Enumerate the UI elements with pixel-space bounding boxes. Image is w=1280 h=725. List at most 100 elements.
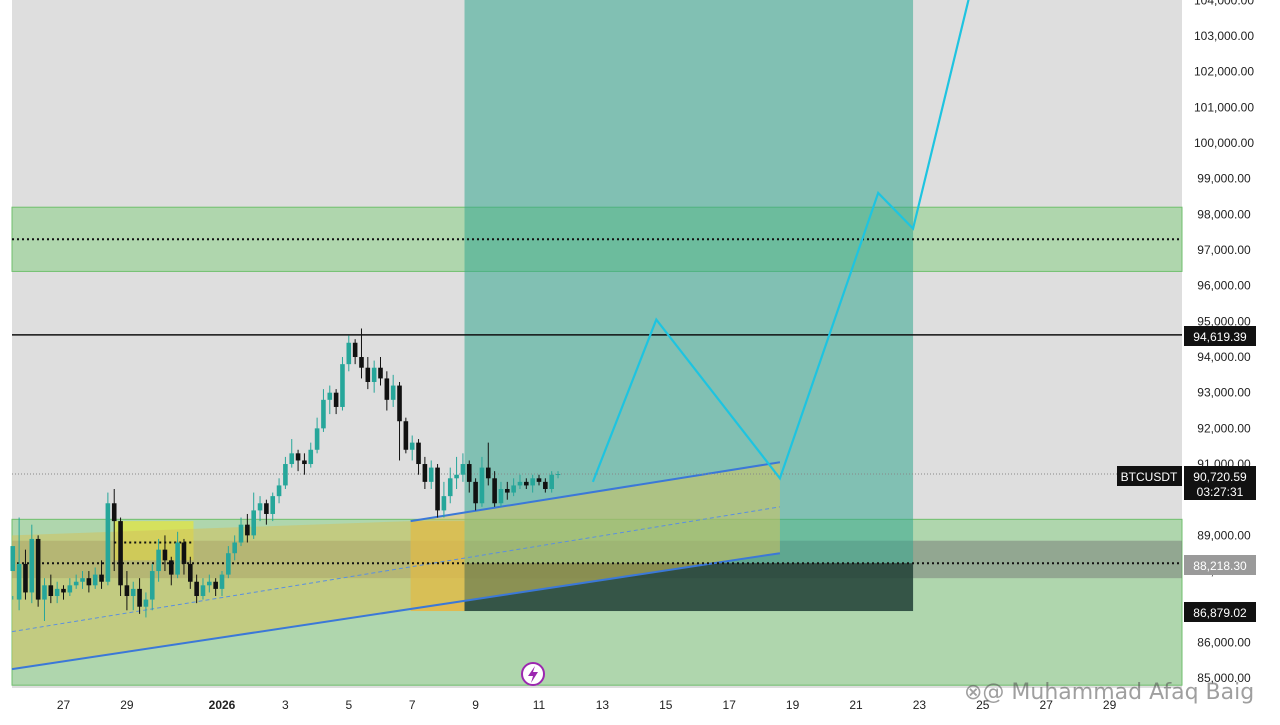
y-tick-label: 97,000.00: [1197, 243, 1251, 257]
y-tick-label: 92,000.00: [1197, 421, 1251, 435]
candle: [428, 460, 434, 489]
x-tick-label: 17: [723, 698, 737, 712]
candle-body: [156, 549, 161, 572]
candle-body: [314, 428, 320, 450]
candle: [283, 456, 288, 489]
candle: [359, 328, 364, 379]
candle-body: [352, 342, 358, 358]
candle-body: [498, 488, 504, 504]
candle: [194, 574, 199, 604]
candle-body: [238, 524, 244, 543]
candle-body: [466, 464, 472, 482]
candle: [435, 464, 440, 518]
candle: [517, 474, 523, 489]
candle: [441, 481, 447, 518]
candle: [492, 471, 497, 507]
candle: [321, 389, 326, 432]
candle-body: [16, 563, 22, 600]
candle-body: [492, 478, 497, 504]
candle-body: [530, 478, 535, 486]
candle: [245, 513, 250, 543]
mid-price-tag: 88,218.30: [1184, 555, 1256, 575]
candle-body: [29, 538, 35, 593]
candle-body: [435, 467, 440, 511]
candle: [460, 453, 466, 482]
candle-body: [23, 563, 28, 593]
candle: [485, 442, 491, 486]
candle: [447, 467, 453, 504]
candle-body: [441, 496, 447, 511]
candle: [314, 417, 320, 454]
candle: [397, 381, 402, 461]
candle: [276, 478, 282, 504]
candle-body: [276, 485, 282, 497]
candle: [466, 460, 472, 493]
candle-body: [111, 503, 117, 522]
stop-price-tag: 86,879.02: [1184, 602, 1256, 622]
candle-body: [365, 367, 371, 382]
candle: [42, 578, 47, 621]
candle-body: [245, 524, 250, 536]
candle-body: [232, 542, 237, 554]
candle: [536, 474, 542, 486]
y-tick-label: 89,000.00: [1197, 528, 1251, 542]
candle-body: [428, 467, 434, 482]
candle-body: [73, 581, 79, 586]
candle-body: [524, 481, 529, 486]
candle: [73, 574, 79, 589]
candle-body: [219, 574, 225, 589]
current-price-tag: 90,720.59 03:27:31: [1184, 466, 1256, 500]
y-tick-label: 103,000.00: [1194, 29, 1254, 43]
candle: [143, 592, 149, 618]
candle-body: [251, 510, 256, 536]
candle: [232, 535, 237, 561]
candle: [105, 492, 111, 586]
candle-body: [105, 503, 111, 582]
candle-body: [371, 367, 377, 382]
candle: [16, 517, 22, 611]
svg-text:88,218.30: 88,218.30: [1193, 559, 1247, 573]
candle-body: [327, 392, 333, 400]
candle: [409, 435, 415, 461]
candle-body: [226, 553, 231, 575]
candle: [10, 546, 16, 600]
candle-body: [397, 385, 402, 422]
svg-text:90,720.59: 90,720.59: [1193, 470, 1247, 484]
candle: [213, 578, 218, 597]
y-tick-label: 86,000.00: [1197, 635, 1251, 649]
candle: [251, 492, 256, 539]
symbol-tag: BTCUSDT: [1117, 466, 1182, 486]
y-tick-label: 95,000.00: [1197, 314, 1251, 328]
candle-body: [333, 392, 339, 407]
y-tick-label: 94,000.00: [1197, 350, 1251, 364]
y-tick-label: 98,000.00: [1197, 207, 1251, 221]
candle: [365, 357, 371, 390]
y-tick-label: 96,000.00: [1197, 279, 1251, 293]
candle: [549, 471, 554, 493]
candle: [327, 385, 333, 415]
candle-body: [143, 599, 149, 607]
candle-body: [390, 385, 396, 400]
channel-lower-line: [11, 552, 781, 671]
candle-body: [181, 542, 187, 564]
candle: [226, 546, 231, 579]
candle: [416, 439, 421, 475]
candle: [270, 492, 276, 522]
candle-body: [149, 571, 155, 600]
candle-body: [10, 546, 16, 572]
candle: [168, 556, 174, 586]
candle-body: [168, 560, 174, 575]
candle-body: [194, 581, 199, 597]
candle-body: [511, 485, 516, 493]
x-tick-label: 2026: [209, 698, 236, 712]
candle: [454, 456, 459, 489]
candle-body: [67, 585, 73, 593]
svg-text:BTCUSDT: BTCUSDT: [1121, 470, 1178, 484]
candle-body: [200, 585, 206, 597]
candle: [422, 456, 428, 489]
candle-body: [118, 521, 123, 586]
candle-body: [213, 581, 218, 589]
lightning-bolt-icon[interactable]: [521, 662, 545, 686]
